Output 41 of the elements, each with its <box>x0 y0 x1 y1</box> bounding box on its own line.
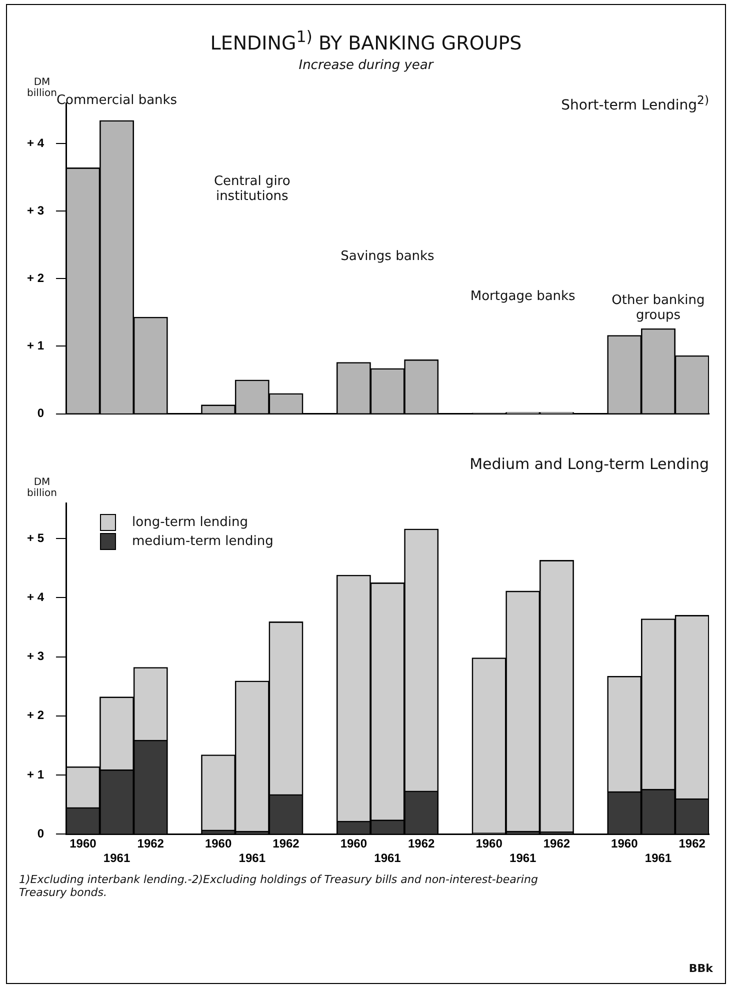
annotation: Central giro institutions <box>212 174 292 204</box>
x-tick-label: 1962 <box>137 837 164 852</box>
y-tick-label: 0 <box>37 826 44 841</box>
annotation: Other banking groups <box>610 292 706 322</box>
x-tick-label: 1960 <box>476 837 503 852</box>
x-tick-label: 1960 <box>70 837 97 852</box>
y-tick-label: + 2 <box>27 708 44 723</box>
y-tick-label: + 1 <box>27 768 44 782</box>
legend-label: medium-term lending <box>132 534 274 550</box>
y-tick-label: + 4 <box>27 136 44 150</box>
y-tick-label: + 2 <box>27 271 44 286</box>
text: 1)Excluding interbank lending.-2)Excluding holdings of Treasury bills and non-interest-bearing Treasury bonds. <box>18 873 539 900</box>
legend-label: long-term lending <box>132 515 248 530</box>
annotation: Short-term Lending$^{2)}$ <box>561 93 709 114</box>
x-tick-label: 1962 <box>408 837 436 852</box>
text: BBk <box>688 962 713 975</box>
x-tick-label: 1961 <box>103 851 130 866</box>
x-tick-label: 1960 <box>340 837 368 852</box>
y-tick-label: + 3 <box>27 649 44 664</box>
y-tick-label: + 4 <box>27 590 44 604</box>
annotation: Savings banks <box>340 248 436 264</box>
x-tick-label: 1961 <box>644 851 672 866</box>
x-tick-label: 1961 <box>238 851 266 866</box>
x-tick-label: 1962 <box>678 837 706 852</box>
y-axis-title: DM billion <box>26 477 58 500</box>
y-axis-title: DM billion <box>26 77 57 100</box>
x-tick-label: 1962 <box>543 837 570 852</box>
y-tick-label: + 3 <box>27 204 44 218</box>
x-tick-label: 1960 <box>204 837 232 852</box>
chart-subtitle: Increase during year <box>298 58 435 74</box>
x-tick-label: 1962 <box>272 837 300 852</box>
annotation: Mortgage banks <box>469 289 576 304</box>
y-tick-label: + 1 <box>27 338 44 353</box>
x-tick-label: 1961 <box>510 851 537 866</box>
y-tick-label: + 5 <box>27 531 44 546</box>
chart-title: LENDING$^{1)}$ BY BANKING GROUPS <box>209 26 523 54</box>
x-tick-label: 1961 <box>374 851 402 866</box>
y-tick-label: 0 <box>37 406 44 420</box>
annotation: Commercial banks <box>56 93 178 108</box>
chart-title: Medium and Long-term Lending <box>470 455 709 474</box>
x-tick-label: 1960 <box>611 837 638 852</box>
